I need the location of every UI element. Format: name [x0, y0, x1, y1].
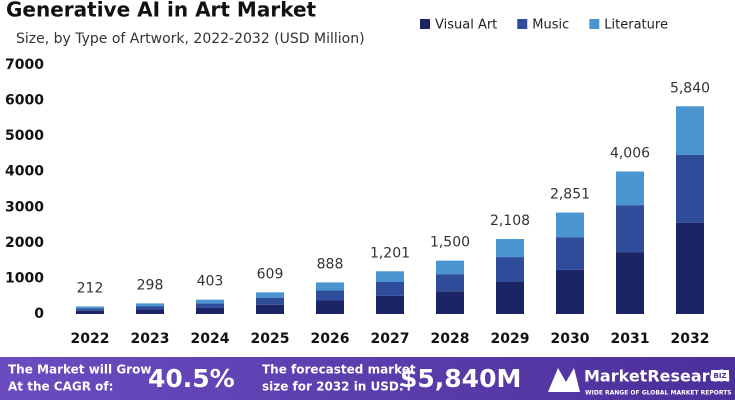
bar-segment: [496, 281, 524, 314]
x-tick-label: 2027: [371, 331, 410, 347]
y-tick-label: 5000: [5, 128, 44, 144]
y-tick-label: 2000: [5, 235, 44, 251]
total-label: 5,840: [670, 80, 710, 96]
x-tick-label: 2023: [131, 331, 170, 347]
cagr-text: The Market will Grow: [8, 363, 151, 377]
legend-swatch: [517, 19, 528, 29]
bar-segment: [136, 309, 164, 314]
cagr-text: At the CAGR of:: [8, 380, 113, 394]
y-tick-label: 4000: [5, 164, 44, 180]
total-label: 298: [137, 277, 164, 293]
legend-label: Music: [532, 18, 569, 33]
bar-segment: [436, 274, 464, 292]
plot-area: 0 1000 2000 3000 4000 5000 6000 7000 2022 212 2023…: [5, 57, 710, 347]
bar-segment: [376, 281, 404, 296]
forecast-value: $5,840M: [400, 364, 521, 393]
bar-segment: [436, 260, 464, 275]
x-tick-label: 2028: [431, 331, 470, 347]
tagline: WIDE RANGE OF GLOBAL MARKET REPORTS: [585, 390, 732, 397]
legend-swatch: [589, 19, 600, 29]
cagr-value: 40.5%: [148, 364, 235, 393]
brand: MarketResearch: [584, 367, 730, 386]
y-tick-label: 3000: [5, 199, 44, 215]
total-label: 2,851: [550, 187, 590, 203]
bar-segment: [196, 303, 224, 308]
total-label: 1,201: [370, 245, 410, 261]
bar-segment: [496, 257, 524, 282]
chart-subtitle: Size, by Type of Artwork, 2022-2032 (USD…: [16, 31, 365, 47]
total-label: 212: [77, 280, 104, 296]
bar-segment: [316, 290, 344, 301]
forecast-text: The forecasted market: [262, 363, 416, 377]
y-tick-label: 1000: [5, 270, 44, 286]
x-tick-label: 2030: [551, 331, 590, 347]
bar-segment: [436, 291, 464, 314]
bar-segment: [376, 271, 404, 282]
bar-segment: [76, 308, 104, 311]
bar-segment: [616, 171, 644, 206]
bar-segment: [496, 239, 524, 258]
forecast-text: size for 2032 in USD:: [262, 380, 404, 394]
x-tick-label: 2022: [71, 331, 110, 347]
x-tick-label: 2032: [671, 331, 710, 347]
bar-segment: [556, 212, 584, 238]
bar-segment: [616, 252, 644, 314]
bar-segment: [136, 303, 164, 307]
bar-segment: [316, 282, 344, 291]
chart-title: Generative AI in Art Market: [6, 0, 317, 22]
bar-segment: [256, 297, 284, 305]
bar-segment: [256, 304, 284, 314]
brand-badge: [711, 370, 729, 381]
total-label: 888: [317, 256, 344, 272]
total-label: 1,500: [430, 235, 470, 251]
bar-segment: [676, 222, 704, 314]
bar-segment: [616, 205, 644, 253]
brand-suffix: BIZ: [713, 372, 726, 380]
bar-segment: [136, 306, 164, 310]
bar-segment: [376, 295, 404, 314]
x-tick-label: 2024: [191, 331, 230, 347]
legend: Visual Art Music Literature: [420, 18, 668, 33]
bar-segment: [316, 300, 344, 314]
bar-segment: [556, 269, 584, 314]
total-label: 609: [257, 266, 284, 282]
logo-icon: [548, 368, 580, 392]
bar-segment: [76, 310, 104, 314]
bar-segment: [256, 292, 284, 298]
y-tick-label: 6000: [5, 93, 44, 109]
legend-label: Literature: [604, 18, 668, 33]
bar-segment: [676, 106, 704, 155]
x-tick-label: 2025: [251, 331, 290, 347]
total-label: 4,006: [610, 146, 650, 162]
legend-label: Visual Art: [435, 18, 497, 33]
y-tick-label: 0: [34, 306, 44, 322]
x-tick-label: 2031: [611, 331, 650, 347]
total-label: 2,108: [490, 213, 530, 229]
footer-banner: [0, 357, 735, 400]
x-tick-label: 2029: [491, 331, 530, 347]
x-tick-label: 2026: [311, 331, 350, 347]
bar-segment: [676, 154, 704, 223]
bar-segment: [196, 307, 224, 314]
bar-segment: [196, 299, 224, 304]
bar-segment: [556, 237, 584, 270]
total-label: 403: [197, 274, 224, 290]
legend-swatch: [420, 19, 430, 29]
y-tick-label: 7000: [5, 57, 44, 73]
bar-segment: [76, 306, 104, 309]
